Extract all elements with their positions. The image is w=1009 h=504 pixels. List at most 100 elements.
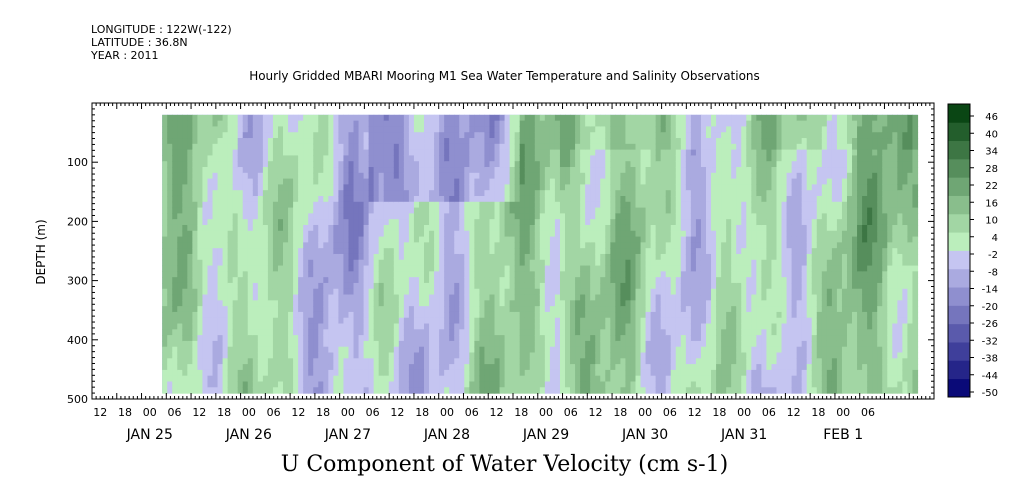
heatmap-cell xyxy=(424,323,430,330)
heatmap-cell xyxy=(499,282,506,290)
heatmap-cell xyxy=(590,242,596,249)
heatmap-cell xyxy=(534,253,541,261)
heatmap-cell xyxy=(308,201,314,209)
heatmap-cell xyxy=(177,172,183,180)
heatmap-cell xyxy=(600,317,606,325)
heatmap-cell xyxy=(524,300,531,307)
heatmap-cell xyxy=(459,114,465,122)
heatmap-cell xyxy=(288,253,294,261)
heatmap-cell xyxy=(544,120,551,128)
heatmap-cell xyxy=(424,277,430,284)
heatmap-cell xyxy=(630,120,637,128)
heatmap-cell xyxy=(167,161,173,168)
heatmap-cell xyxy=(660,155,667,162)
heatmap-cell xyxy=(529,364,536,371)
heatmap-cell xyxy=(544,149,551,157)
heatmap-cell xyxy=(242,138,249,145)
heatmap-cell xyxy=(655,300,662,307)
heatmap-cell xyxy=(610,288,616,296)
heatmap-cell xyxy=(449,213,455,220)
heatmap-cell xyxy=(464,224,470,232)
heatmap-cell xyxy=(469,213,475,220)
heatmap-cell xyxy=(177,155,183,162)
heatmap-cell xyxy=(313,329,319,336)
heatmap-cell xyxy=(187,340,193,348)
heatmap-cell xyxy=(474,253,481,261)
heatmap-cell xyxy=(474,364,481,371)
heatmap-cell xyxy=(242,126,249,133)
heatmap-cell xyxy=(167,195,173,203)
heatmap-cell xyxy=(388,277,395,284)
heatmap-cell xyxy=(418,149,425,157)
heatmap-cell xyxy=(227,265,234,272)
heatmap-cell xyxy=(262,282,269,290)
heatmap-cell xyxy=(207,132,214,139)
heatmap-cell xyxy=(227,248,234,255)
heatmap-cell xyxy=(570,364,576,371)
heatmap-cell xyxy=(217,242,224,249)
heatmap-cell xyxy=(484,190,491,197)
heatmap-cell xyxy=(358,271,365,278)
heatmap-cell xyxy=(343,265,350,272)
heatmap-cell xyxy=(474,207,481,214)
heatmap-cell xyxy=(212,352,219,359)
heatmap-cell xyxy=(519,242,526,249)
heatmap-cell xyxy=(489,375,496,383)
heatmap-cell xyxy=(368,358,375,365)
heatmap-cell xyxy=(232,184,239,191)
heatmap-cell xyxy=(262,184,269,191)
heatmap-cell xyxy=(323,178,329,185)
heatmap-cell xyxy=(318,352,324,359)
heatmap-cell xyxy=(388,230,395,238)
heatmap-cell xyxy=(625,300,632,307)
heatmap-cell xyxy=(635,300,642,307)
heatmap-cell xyxy=(509,172,516,180)
heatmap-cell xyxy=(328,364,334,371)
heatmap-cell xyxy=(348,184,355,191)
heatmap-cell xyxy=(217,172,224,180)
heatmap-cell xyxy=(257,329,264,336)
heatmap-cell xyxy=(172,346,178,354)
heatmap-cell xyxy=(514,138,521,145)
heatmap-cell xyxy=(383,358,390,365)
heatmap-cell xyxy=(247,381,254,388)
heatmap-cell xyxy=(283,120,289,128)
heatmap-cell xyxy=(645,265,652,272)
heatmap-cell xyxy=(303,190,309,197)
heatmap-cell xyxy=(469,387,475,394)
heatmap-cell xyxy=(277,294,284,301)
heatmap-cell xyxy=(459,132,465,139)
heatmap-cell xyxy=(464,195,470,203)
heatmap-cell xyxy=(343,126,350,133)
heatmap-cell xyxy=(262,317,269,325)
heatmap-cell xyxy=(207,381,214,388)
heatmap-cell xyxy=(202,132,209,139)
heatmap-cell xyxy=(424,340,430,348)
heatmap-cell xyxy=(267,190,274,197)
heatmap-cell xyxy=(232,132,239,139)
heatmap-cell xyxy=(675,375,682,383)
heatmap-cell xyxy=(549,161,556,168)
heatmap-cell xyxy=(575,184,581,191)
heatmap-cell xyxy=(323,288,329,296)
heatmap-cell xyxy=(318,178,324,185)
heatmap-cell xyxy=(212,155,219,162)
heatmap-cell xyxy=(217,195,224,203)
heatmap-cell xyxy=(640,126,647,133)
heatmap-cell xyxy=(167,282,173,290)
heatmap-cell xyxy=(222,294,229,301)
heatmap-cell xyxy=(424,172,430,180)
heatmap-cell xyxy=(494,271,501,278)
heatmap-cell xyxy=(207,219,214,226)
heatmap-cell xyxy=(222,138,229,145)
heatmap-cell xyxy=(333,207,340,214)
heatmap-cell xyxy=(177,277,183,284)
heatmap-cell xyxy=(434,236,440,243)
heatmap-cell xyxy=(393,346,400,354)
heatmap-cell xyxy=(328,167,334,174)
heatmap-cell xyxy=(615,358,621,365)
heatmap-cell xyxy=(645,253,652,261)
heatmap-cell xyxy=(363,149,370,157)
heatmap-cell xyxy=(368,259,375,267)
heatmap-cell xyxy=(424,317,430,325)
